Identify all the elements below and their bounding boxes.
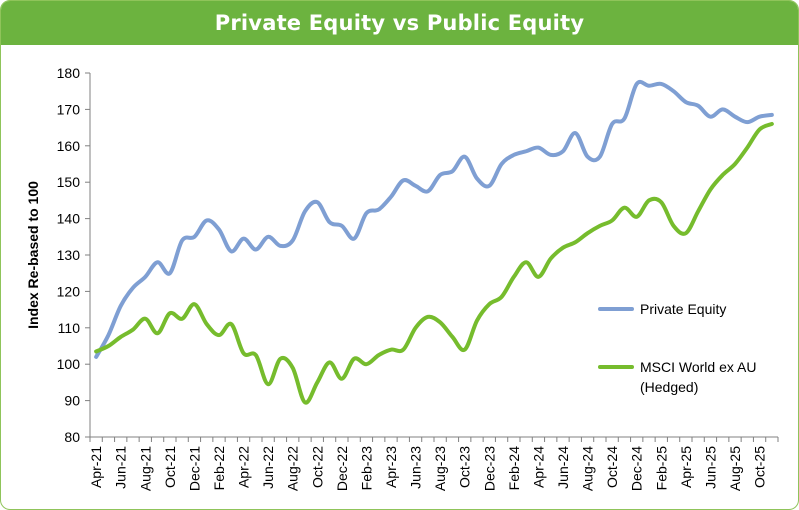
x-tick-label: Oct-21 <box>162 446 178 488</box>
y-tick-label: 100 <box>57 356 81 372</box>
x-tick-label: Oct-22 <box>309 446 325 488</box>
legend-label-private-equity: Private Equity <box>640 301 726 317</box>
y-tick-label: 170 <box>57 101 81 117</box>
x-tick-label: Aug-23 <box>432 446 448 491</box>
x-tick-label: Apr-25 <box>678 446 694 488</box>
y-tick-label: 80 <box>64 429 80 445</box>
y-tick-label: 120 <box>57 283 81 299</box>
x-tick-label: Aug-21 <box>137 446 153 491</box>
legend-label-msci-world: MSCI World ex AU (Hedged) <box>640 359 756 395</box>
x-tick-label: Apr-21 <box>88 446 104 488</box>
y-tick-label: 180 <box>57 65 81 81</box>
series-layer <box>94 79 774 405</box>
x-tick-label: Oct-23 <box>457 446 473 488</box>
series-line-msci-world <box>94 121 774 405</box>
chart-axes: 80 90 100 110 120 130 140 150 160 170 180 Apr-21 Jun… <box>57 65 779 491</box>
x-tick-label: Feb-25 <box>653 446 669 491</box>
legend: Private Equity MSCI World ex AU (Hedged) <box>598 301 756 395</box>
x-tick-label: Aug-22 <box>285 446 301 491</box>
chart-title: Private Equity vs Public Equity <box>1 1 798 45</box>
x-tick-label: Jun-21 <box>113 446 129 489</box>
x-tick-label: Aug-24 <box>580 446 596 491</box>
x-tick-label: Dec-21 <box>186 446 202 491</box>
series-line-private-equity <box>94 79 774 359</box>
x-tick-label: Feb-24 <box>506 446 522 491</box>
x-tick-label: Feb-23 <box>358 446 374 491</box>
y-tick-label: 110 <box>58 320 81 336</box>
x-tick-label: Apr-23 <box>383 446 399 488</box>
x-tick-label: Jun-24 <box>555 446 571 489</box>
x-tick-label: Jun-22 <box>260 446 276 489</box>
y-tick-label: 150 <box>57 174 81 190</box>
x-tick-label: Feb-22 <box>211 446 227 491</box>
y-axis-label: Index Re-based to 100 <box>25 181 41 329</box>
y-tick-label: 140 <box>57 211 81 227</box>
y-tick-label: 90 <box>64 393 80 409</box>
x-tick-label: Oct-25 <box>752 446 768 488</box>
x-tick-label: Aug-25 <box>727 446 743 491</box>
y-tick-label: 130 <box>57 247 81 263</box>
y-tick-label: 160 <box>57 138 81 154</box>
x-tick-label: Dec-24 <box>629 446 645 491</box>
x-tick-label: Dec-22 <box>334 446 350 491</box>
x-tick-label: Jun-23 <box>408 446 424 489</box>
x-tick-label: Apr-22 <box>236 446 252 488</box>
x-tick-label: Apr-24 <box>530 446 546 488</box>
x-tick-label: Oct-24 <box>604 446 620 488</box>
x-tick-label: Jun-25 <box>702 446 718 489</box>
x-tick-label: Dec-23 <box>481 446 497 491</box>
